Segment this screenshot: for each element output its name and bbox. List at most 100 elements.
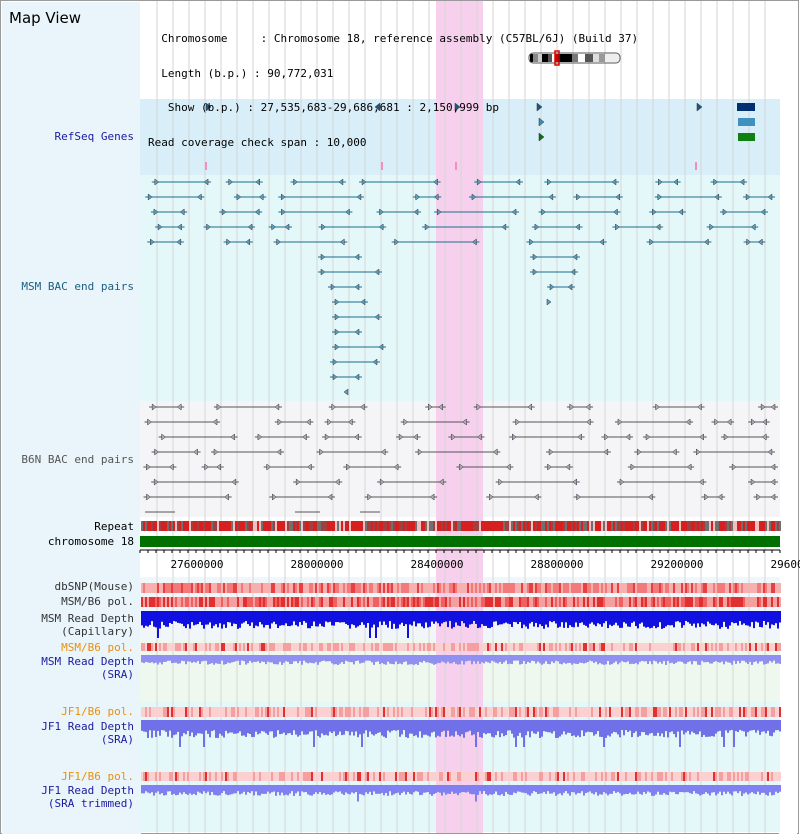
track-label-dbsnp[interactable]: dbSNP(Mouse) [54,580,134,593]
polymorphism-cell [633,597,635,607]
polymorphism-cell [763,597,765,607]
polymorphism-cell [191,707,193,717]
polymorphism-cell [469,597,471,607]
read-depth-bar [253,720,255,737]
polymorphism-cell [477,597,479,607]
polymorphism-cell [347,772,349,781]
polymorphism-cell [545,583,547,593]
polymorphism-cell [219,643,221,651]
polymorphism-cell [717,772,719,781]
polymorphism-cell [605,707,607,717]
polymorphism-cell [293,643,295,651]
track-label-repeat[interactable]: Repeat [94,520,134,533]
feature-arrow [280,193,286,201]
read-depth-bar [615,611,617,623]
read-depth-bar [577,785,579,793]
polymorphism-cell [319,772,321,781]
track-label-jf1-read-depth-trim[interactable]: JF1 Read Depth [41,784,134,797]
read-depth-bar [163,720,165,731]
polymorphism-cell [403,643,405,651]
read-depth-bar [287,720,289,734]
read-depth-bar [693,655,695,662]
track-label-msm-bac[interactable]: MSM BAC end pairs [21,280,134,293]
polymorphism-cell [475,707,477,717]
read-depth-bar [491,720,493,737]
polymorphism-cell [561,772,563,781]
polymorphism-cell [753,707,755,717]
repeat-block [279,521,281,531]
polymorphism-cell [545,597,547,607]
repeat-block [577,521,579,531]
read-depth-bar [649,611,651,629]
polymorphism-cell [617,772,619,781]
track-label-jf1-b6-pol[interactable]: JF1/B6 pol. [61,705,134,718]
polymorphism-cell [469,707,471,717]
polymorphism-cell [489,643,491,651]
feature-arrow [576,493,582,501]
read-depth-bar [305,611,307,623]
track-label-msm-b6-pol-sra[interactable]: MSM/B6 pol. [61,641,134,654]
repeat-block [735,521,737,531]
repeat-block [469,521,471,531]
track-label-refseq[interactable]: RefSeq Genes [54,130,134,143]
polymorphism-cell [357,643,359,651]
read-depth-bar [779,655,781,664]
repeat-block [715,521,717,531]
track-label-msm-read-depth-sra[interactable]: MSM Read Depth [41,655,134,668]
polymorphism-cell [677,583,679,593]
repeat-block [745,521,747,531]
polymorphism-cell [177,583,179,593]
read-depth-bar [195,611,197,625]
polymorphism-cell [173,772,175,781]
track-label-jf1-read-depth[interactable]: JF1 Read Depth [41,720,134,733]
repeat-block [383,521,385,531]
read-depth-bar [385,785,387,793]
polymorphism-cell [643,707,645,717]
polymorphism-cell [255,583,257,593]
read-depth-bar [727,611,729,629]
read-depth-bar [169,655,171,661]
polymorphism-cell [671,597,673,607]
track-label-jf1-b6-pol-trim[interactable]: JF1/B6 pol. [61,770,134,783]
polymorphism-cell [673,583,675,593]
polymorphism-cell [425,772,427,781]
feature-arrow [332,373,338,381]
repeat-block [217,521,219,531]
polymorphism-cell [287,772,289,781]
polymorphism-cell [309,643,311,651]
polymorphism-cell [225,772,227,781]
polymorphism-cell [657,597,659,607]
repeat-block [389,521,391,531]
feature-arrow [245,238,251,246]
read-depth-bar [219,785,221,796]
read-depth-bar [607,611,609,629]
polymorphism-cell [645,597,647,607]
polymorphism-cell [367,597,369,607]
polymorphism-cell [331,583,333,593]
read-depth-bar [283,720,285,733]
polymorphism-cell [285,583,287,593]
polymorphism-cell [375,643,377,651]
read-depth-bar [277,720,279,731]
read-depth-bar [585,611,587,626]
track-label-msm-read-depth-cap[interactable]: MSM Read Depth [41,612,134,625]
read-depth-bar [403,720,405,731]
polymorphism-cell [745,643,747,651]
read-depth-bar [173,720,175,736]
polymorphism-cell [741,643,743,651]
repeat-block [637,521,639,531]
read-depth-bar [351,655,353,663]
polymorphism-cell [565,707,567,717]
feature-arrow [332,358,338,366]
read-depth-bar [257,785,259,796]
read-depth-bar [723,720,725,747]
read-depth-bar [415,785,417,792]
polymorphism-cell [407,772,409,781]
track-label-msm-b6-pol[interactable]: MSM/B6 pol. [61,595,134,608]
read-depth-bar [601,655,603,665]
repeat-block [501,521,503,531]
repeat-block [737,521,739,531]
polymorphism-cell [357,597,359,607]
track-label-b6n-bac[interactable]: B6N BAC end pairs [21,453,134,466]
